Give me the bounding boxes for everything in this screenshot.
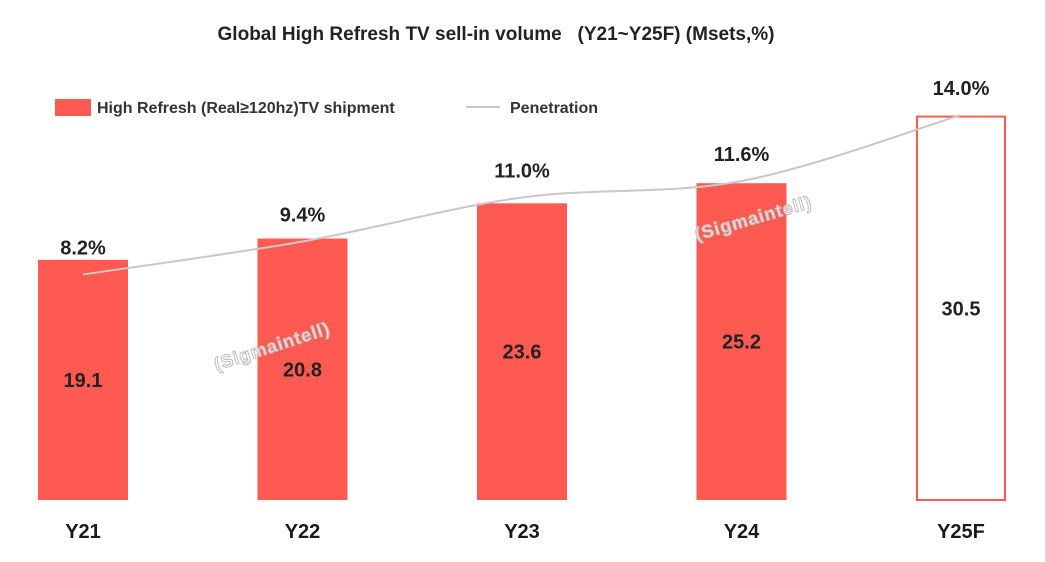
category-label: Y25F [937,521,985,543]
bar-value-label: 25.2 [722,332,761,354]
legend-swatch-shipment [55,99,91,116]
penetration-line [82,114,962,276]
bar-y22 [257,238,348,500]
penetration-labels: 8.2% 9.4% 11.0% 11.6% 14.0% [60,78,989,260]
penetration-label: 11.0% [494,161,550,183]
legend-label-shipment: High Refresh (Real≥120hz)TV shipment [97,100,395,117]
bars-layer [38,115,1006,501]
category-label: Y24 [724,521,760,543]
bar-value-label: 30.5 [942,298,981,320]
bar-value-label: 20.8 [283,359,322,381]
bar-y23 [477,203,567,501]
bar-value-labels: 19.1 20.8 23.6 25.2 30.5 [64,298,981,392]
penetration-label: 11.6% [714,144,770,166]
category-label: Y21 [65,521,101,543]
bar-y21 [38,259,128,500]
legend-label-penetration: Penetration [510,100,598,117]
category-label: Y23 [504,521,540,543]
penetration-line-layer [82,114,962,276]
penetration-label: 9.4% [280,205,326,227]
bar-y24 [696,183,787,500]
category-axis-labels: Y21 Y22 Y23 Y24 Y25F [65,521,985,543]
bar-value-label: 19.1 [64,370,103,392]
bar-y25f [916,115,1006,501]
penetration-label: 14.0% [933,78,990,100]
legend: High Refresh (Real≥120hz)TV shipment Pen… [55,99,598,117]
bar-value-label: 23.6 [503,342,542,364]
category-label: Y22 [285,521,321,543]
penetration-label: 8.2% [60,238,106,260]
chart-title: Global High Refresh TV sell-in volume (Y… [218,24,775,45]
